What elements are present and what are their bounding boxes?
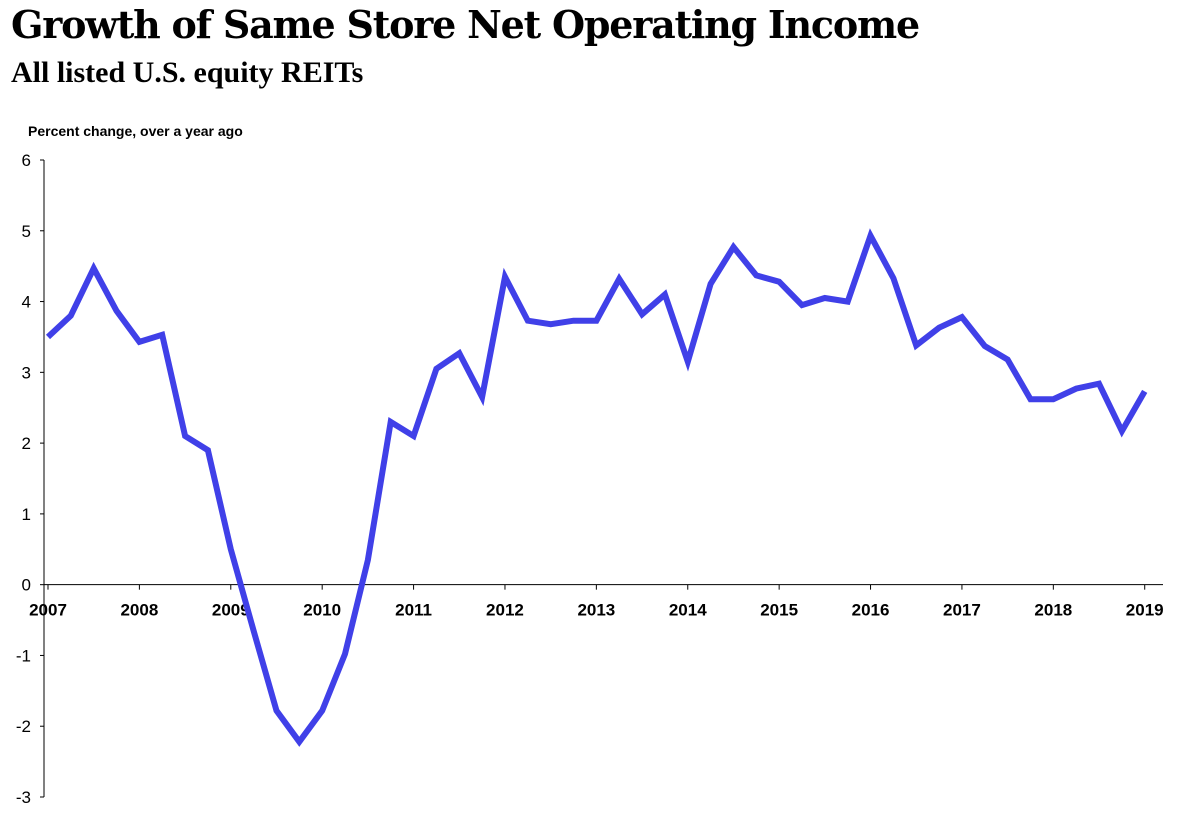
y-tick-label: -2 bbox=[16, 717, 31, 736]
y-tick-label: -1 bbox=[16, 646, 31, 665]
series-line bbox=[45, 228, 1148, 747]
x-tick-label: 2007 bbox=[29, 601, 67, 620]
x-tick-label: 2012 bbox=[486, 601, 524, 620]
x-tick-label: 2013 bbox=[577, 601, 615, 620]
y-tick-label: 1 bbox=[22, 505, 31, 524]
chart-subtitle: All listed U.S. equity REITs bbox=[11, 56, 364, 89]
y-tick-label: 5 bbox=[22, 222, 31, 241]
y-tick-label: -3 bbox=[16, 788, 31, 807]
x-tick-label: 2017 bbox=[943, 601, 981, 620]
x-tick-label: 2014 bbox=[669, 601, 707, 620]
chart-title: Growth of Same Store Net Operating Incom… bbox=[11, 2, 920, 47]
x-tick-label: 2011 bbox=[395, 601, 432, 620]
x-tick-label: 2019 bbox=[1126, 601, 1164, 620]
x-tick-label: 2010 bbox=[303, 601, 341, 620]
y-tick-label: 3 bbox=[22, 363, 31, 382]
series-layer bbox=[45, 228, 1148, 747]
x-tick-label: 2009 bbox=[212, 601, 250, 620]
y-axis-label: Percent change, over a year ago bbox=[28, 123, 243, 139]
x-axis: 2007 2008 2009 2010 2011 2012 2013 2014 2015 2016… bbox=[29, 584, 1164, 620]
x-tick-label: 2018 bbox=[1034, 601, 1072, 620]
y-axis: 6 5 4 3 2 1 0 -1 -2 -3 bbox=[16, 151, 45, 807]
y-tick-label: 2 bbox=[22, 434, 31, 453]
x-tick-label: 2016 bbox=[852, 601, 890, 620]
y-tick-label: 0 bbox=[22, 576, 31, 595]
x-tick-label: 2008 bbox=[120, 601, 158, 620]
y-tick-label: 6 bbox=[22, 151, 31, 170]
x-tick-label: 2015 bbox=[760, 601, 798, 620]
y-tick-label: 4 bbox=[22, 293, 31, 312]
